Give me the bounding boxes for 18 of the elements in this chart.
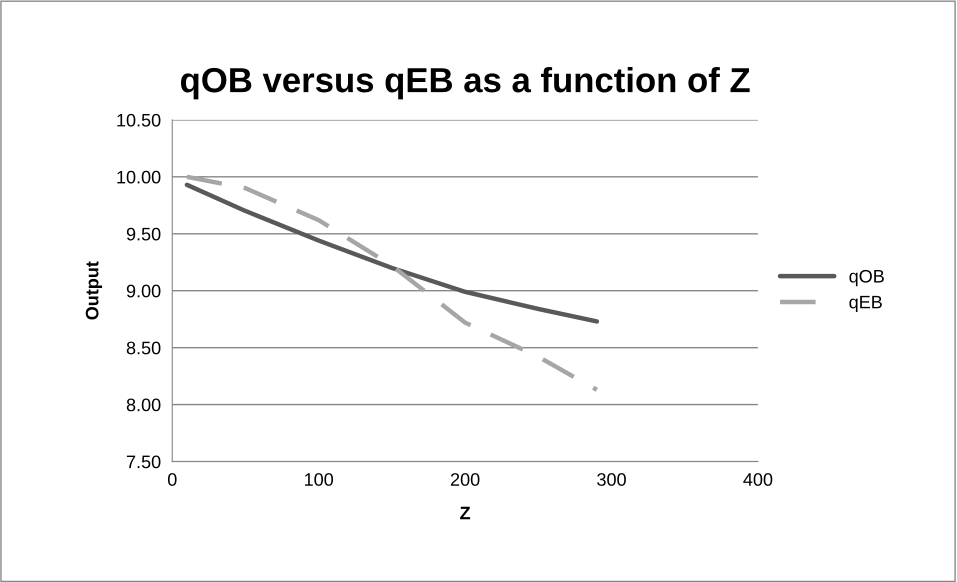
x-tick-label: 0 xyxy=(168,473,177,486)
x-tick-label: 100 xyxy=(304,473,334,486)
x-axis-title: Z xyxy=(460,506,470,520)
legend-label: qOB xyxy=(849,270,884,286)
y-tick-label: 7.50 xyxy=(126,455,160,468)
chart-title: qOB versus qEB as a function of Z xyxy=(181,66,750,100)
line-series xyxy=(184,182,600,324)
y-tick-label: 8.00 xyxy=(126,398,160,412)
y-tick-label: 9.50 xyxy=(126,228,160,240)
y-tick-label: 9.00 xyxy=(126,284,160,298)
y-axis-title: Output xyxy=(86,261,102,320)
y-tick-label: 8.50 xyxy=(126,342,160,354)
legend-label: qEB xyxy=(849,296,882,312)
x-tick-label: 300 xyxy=(597,473,626,486)
y-tick-label: 10.00 xyxy=(117,170,160,184)
y-tick-label: 10.50 xyxy=(117,114,160,127)
x-tick-label: 200 xyxy=(450,473,480,486)
x-tick-label: 400 xyxy=(743,473,772,486)
